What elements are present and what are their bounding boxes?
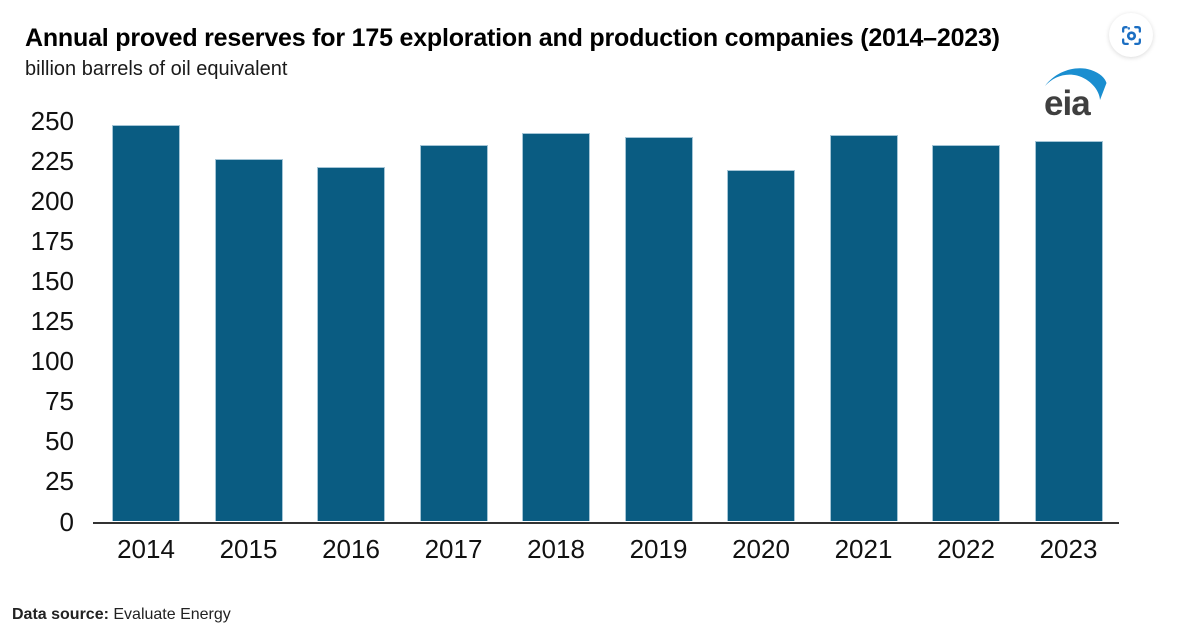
bar-2014[interactable] [112,125,180,522]
x-axis-label-2021: 2021 [834,534,893,564]
data-source-label: Data source: [12,606,109,623]
y-axis-label-200: 200 [30,185,74,216]
x-axis-label-2022: 2022 [937,534,995,564]
x-axis-label-2019: 2019 [629,534,688,564]
y-axis-label-25: 25 [45,466,74,497]
x-axis-label-2020: 2020 [732,534,790,564]
eia-logo-swoosh [1045,68,1107,100]
y-axis-label-225: 225 [30,145,74,176]
x-axis-label-2023: 2023 [1039,534,1098,564]
x-axis-label-2015: 2015 [219,534,278,564]
y-axis-label-50: 50 [45,426,74,457]
bar-2023[interactable] [1034,141,1103,522]
eia-logo: eia [1044,66,1108,123]
y-axis-label-75: 75 [45,386,74,417]
x-axis-label-2014: 2014 [117,534,175,564]
capture-chart-button[interactable] [1109,13,1153,57]
y-axis-label-175: 175 [30,225,74,256]
eia-logo-text: eia [1044,84,1091,118]
chart-subtitle: billion barrels of oil equivalent [25,58,288,80]
y-axis-label-0: 0 [59,506,74,537]
x-axis-line [93,521,1119,524]
bar-2018[interactable] [522,133,590,522]
x-axis-label-2016: 2016 [322,534,380,564]
x-axis-label-2018: 2018 [527,534,585,564]
bar-2017[interactable] [419,144,488,522]
bar-2022[interactable] [932,144,1000,522]
x-axis-label-2017: 2017 [424,534,483,564]
chart-title: Annual proved reserves for 175 explorati… [25,24,1000,52]
screenshot-capture-icon [1121,25,1141,45]
y-axis-label-100: 100 [30,346,74,377]
y-axis-label-250: 250 [30,105,74,136]
y-axis-label-150: 150 [30,265,74,296]
bar-2019[interactable] [624,136,693,522]
bar-2016[interactable] [317,167,385,522]
data-source-value: Evaluate Energy [113,606,231,623]
bar-2020[interactable] [727,170,795,522]
bar-2015[interactable] [214,158,283,522]
bar-2021[interactable] [829,134,898,522]
y-axis-label-125: 125 [30,306,74,336]
data-source-note: Data source: Evaluate Energy [12,606,231,624]
